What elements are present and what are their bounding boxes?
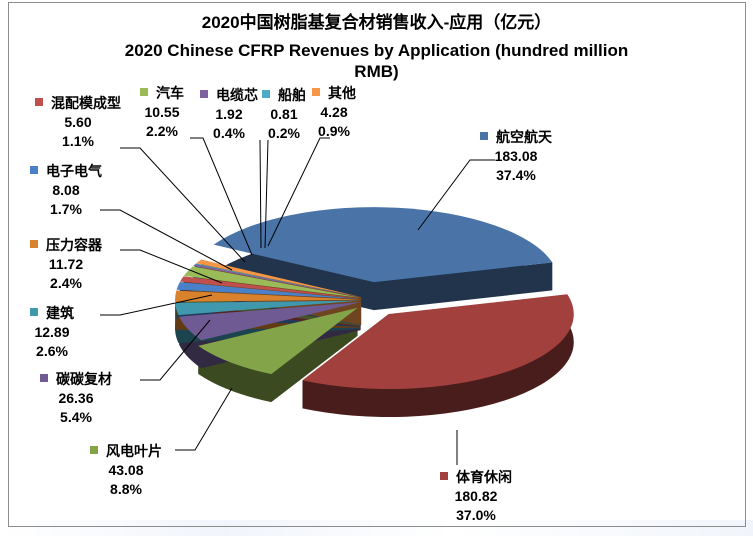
legend-swatch [90,446,98,454]
data-label: 汽车 10.55 2.2% [140,84,184,141]
slice-name: 其他 [328,85,356,101]
legend-swatch [40,374,48,382]
legend-swatch [140,88,148,96]
slice-value: 10.55 [144,104,180,120]
slice-percent: 2.4% [50,275,82,291]
legend-swatch [480,132,488,140]
data-label: 电缆芯 1.92 0.4% [200,86,258,143]
watermark [0,520,753,536]
slice-name: 船舶 [278,87,306,103]
leader-line [267,137,330,247]
data-label: 风电叶片 43.08 8.8% [90,442,162,499]
slice-name: 建筑 [46,305,74,321]
leader-line [120,249,223,284]
legend-swatch [30,308,38,316]
slice-percent: 1.1% [62,133,94,149]
slice-value: 4.28 [320,104,348,120]
data-label: 压力容器 11.72 2.4% [30,236,102,293]
slice-percent: 37.0% [456,507,496,523]
pie-slice[interactable] [176,282,361,299]
legend-swatch [200,90,208,98]
legend-swatch [30,166,38,174]
slice-percent: 0.2% [268,125,300,141]
slice-percent: 37.4% [496,167,536,183]
slice-value: 43.08 [108,462,144,478]
data-label: 体育休闲 180.82 37.0% [440,468,512,525]
pie-slice[interactable] [175,290,361,302]
data-label: 碳碳复材 26.36 5.4% [40,370,112,427]
leader-line [175,387,233,451]
slice-name: 电缆芯 [216,87,258,103]
pie-slice[interactable] [196,259,362,298]
data-label: 其他 4.28 0.9% [312,84,356,141]
data-label: 航空航天 183.08 37.4% [480,128,552,185]
chart-border [8,2,746,527]
slice-name: 电子电气 [46,163,102,179]
legend-swatch [35,98,43,106]
pie-slice[interactable] [179,302,361,341]
slice-value: 5.60 [64,114,92,130]
legend-swatch [262,90,270,98]
legend-swatch [440,472,448,480]
slice-percent: 1.7% [50,201,82,217]
slice-name: 体育休闲 [456,469,512,485]
pie-slice[interactable] [193,264,361,298]
leader-line [120,147,246,263]
legend-swatch [30,240,38,248]
leader-line [100,294,213,316]
slice-percent: 2.6% [36,343,68,359]
data-label: 电子电气 8.08 1.7% [30,162,102,219]
slice-value: 12.89 [34,324,70,340]
chart-title: 2020中国树脂基复合材销售收入-应用（亿元） [201,13,552,32]
slice-value: 183.08 [494,148,538,164]
data-label: 船舶 0.81 0.2% [262,86,306,143]
slice-value: 180.82 [454,488,498,504]
slice-name: 混配模成型 [51,95,121,111]
slice-name: 压力容器 [46,237,102,253]
pie-slice[interactable] [198,307,358,375]
pie-slice[interactable] [195,263,362,298]
leader-line [417,159,495,231]
slice-name: 航空航天 [496,129,552,145]
slice-percent: 0.9% [318,123,350,139]
pie-slice[interactable] [302,294,574,390]
slice-percent: 8.8% [110,481,142,497]
leader-line [190,137,253,256]
pie-slice[interactable] [213,207,553,283]
leader-line [140,319,211,381]
chart-subtitle-line2: RMB) [354,62,399,81]
pie-slice[interactable] [175,300,361,316]
slice-percent: 0.4% [213,125,245,141]
pie-slice[interactable] [183,266,361,298]
slice-name: 风电叶片 [106,443,162,459]
chart-subtitle-line1: 2020 Chinese CFRP Revenues by Applicatio… [124,41,629,60]
leader-line [264,139,269,249]
slice-value: 1.92 [215,106,243,122]
slice-value: 26.36 [58,390,94,406]
slice-percent: 5.4% [60,409,92,425]
leader-line [259,139,262,249]
pie-slice[interactable] [180,276,361,299]
slice-name: 汽车 [156,85,184,101]
leader-line [100,209,233,271]
slice-name: 碳碳复材 [56,371,112,387]
legend-swatch [312,88,320,96]
slice-value: 0.81 [270,106,298,122]
data-label: 混配模成型 5.60 1.1% [35,94,121,151]
data-label: 建筑 12.89 2.6% [30,304,74,361]
slice-value: 11.72 [48,256,84,272]
slice-value: 8.08 [52,182,80,198]
slice-percent: 2.2% [146,123,178,139]
